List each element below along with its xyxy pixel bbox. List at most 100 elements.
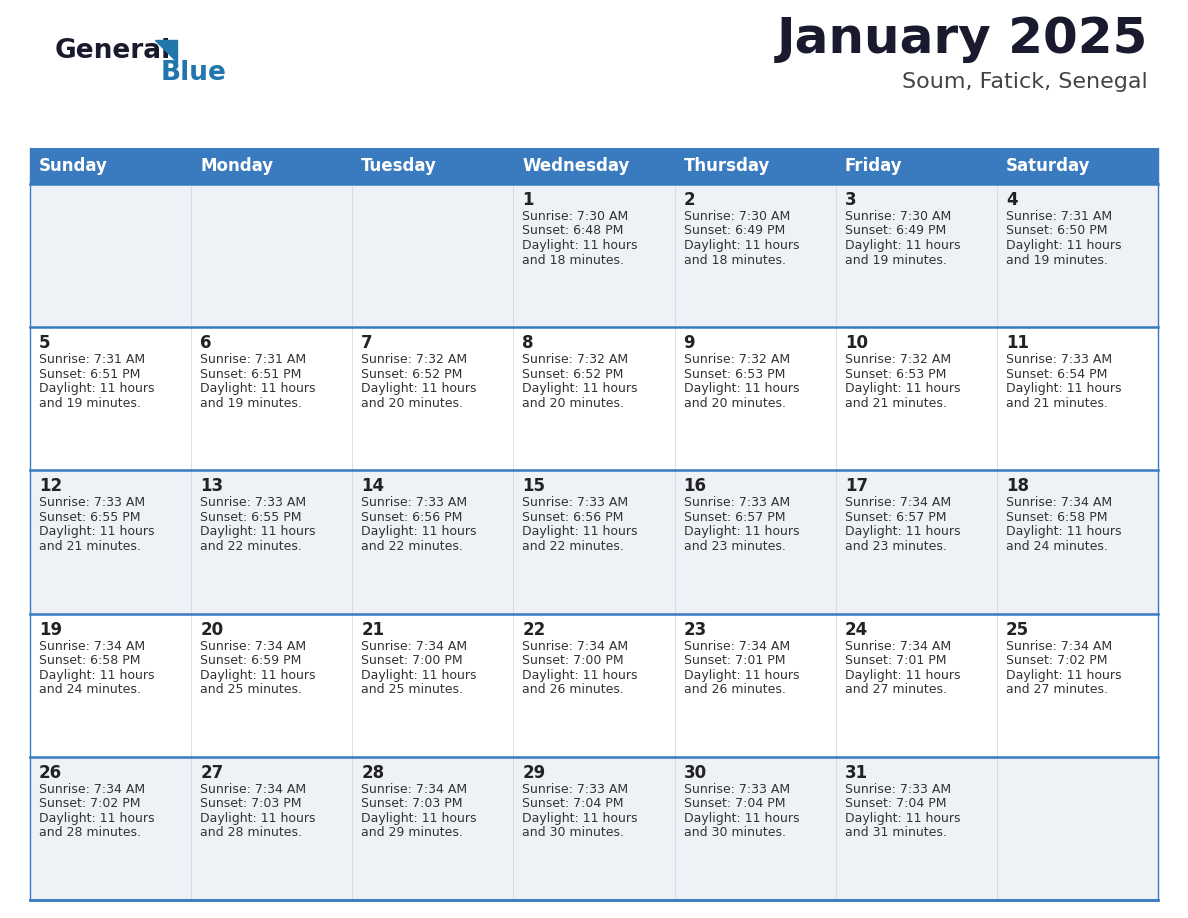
Text: and 18 minutes.: and 18 minutes. (683, 253, 785, 266)
Text: Sunset: 6:59 PM: Sunset: 6:59 PM (200, 655, 302, 667)
Text: Sunset: 7:03 PM: Sunset: 7:03 PM (361, 798, 463, 811)
Text: Sunset: 6:52 PM: Sunset: 6:52 PM (361, 368, 462, 381)
Text: Sunrise: 7:34 AM: Sunrise: 7:34 AM (361, 783, 467, 796)
Text: Monday: Monday (200, 157, 273, 175)
Text: and 27 minutes.: and 27 minutes. (845, 683, 947, 696)
Text: and 23 minutes.: and 23 minutes. (683, 540, 785, 553)
Text: Friday: Friday (845, 157, 903, 175)
Text: Blue: Blue (162, 60, 227, 86)
Text: Sunrise: 7:31 AM: Sunrise: 7:31 AM (39, 353, 145, 366)
Text: Daylight: 11 hours: Daylight: 11 hours (683, 668, 800, 681)
Text: and 24 minutes.: and 24 minutes. (1006, 540, 1107, 553)
Text: Sunset: 7:00 PM: Sunset: 7:00 PM (523, 655, 624, 667)
Text: Sunrise: 7:31 AM: Sunrise: 7:31 AM (1006, 210, 1112, 223)
Bar (30, 470, 1158, 613)
Text: Tuesday: Tuesday (361, 157, 437, 175)
Bar (191, 148, 353, 184)
Bar (30, 756, 1158, 900)
Text: and 19 minutes.: and 19 minutes. (1006, 253, 1107, 266)
Text: and 21 minutes.: and 21 minutes. (845, 397, 947, 409)
Text: 12: 12 (39, 477, 62, 496)
Text: Sunrise: 7:34 AM: Sunrise: 7:34 AM (39, 783, 145, 796)
Text: and 23 minutes.: and 23 minutes. (845, 540, 947, 553)
Text: Daylight: 11 hours: Daylight: 11 hours (845, 239, 960, 252)
Text: Sunset: 6:48 PM: Sunset: 6:48 PM (523, 225, 624, 238)
Text: and 21 minutes.: and 21 minutes. (39, 540, 141, 553)
Text: 9: 9 (683, 334, 695, 353)
Text: 11: 11 (1006, 334, 1029, 353)
Text: Sunrise: 7:33 AM: Sunrise: 7:33 AM (683, 497, 790, 509)
Text: and 22 minutes.: and 22 minutes. (200, 540, 302, 553)
Text: Sunrise: 7:34 AM: Sunrise: 7:34 AM (200, 783, 307, 796)
Text: 10: 10 (845, 334, 867, 353)
Text: Daylight: 11 hours: Daylight: 11 hours (845, 668, 960, 681)
Text: and 19 minutes.: and 19 minutes. (200, 397, 302, 409)
Text: and 29 minutes.: and 29 minutes. (361, 826, 463, 839)
Text: January 2025: January 2025 (777, 15, 1148, 63)
Text: Daylight: 11 hours: Daylight: 11 hours (523, 382, 638, 396)
Text: Sunset: 6:58 PM: Sunset: 6:58 PM (39, 655, 140, 667)
Text: Sunset: 6:49 PM: Sunset: 6:49 PM (845, 225, 946, 238)
Text: 20: 20 (200, 621, 223, 639)
Text: 5: 5 (39, 334, 51, 353)
Text: Sunrise: 7:30 AM: Sunrise: 7:30 AM (523, 210, 628, 223)
Text: Daylight: 11 hours: Daylight: 11 hours (361, 525, 476, 538)
Text: General: General (55, 38, 171, 64)
Text: Sunset: 7:04 PM: Sunset: 7:04 PM (845, 798, 946, 811)
Text: Saturday: Saturday (1006, 157, 1091, 175)
Text: Sunset: 6:55 PM: Sunset: 6:55 PM (39, 511, 140, 524)
Text: 1: 1 (523, 191, 533, 209)
Text: Sunrise: 7:31 AM: Sunrise: 7:31 AM (200, 353, 307, 366)
Text: Sunrise: 7:33 AM: Sunrise: 7:33 AM (361, 497, 467, 509)
Text: Sunset: 6:57 PM: Sunset: 6:57 PM (683, 511, 785, 524)
Bar (30, 148, 191, 184)
Text: 22: 22 (523, 621, 545, 639)
Bar (513, 148, 675, 184)
Text: and 26 minutes.: and 26 minutes. (683, 683, 785, 696)
Text: Sunrise: 7:32 AM: Sunrise: 7:32 AM (845, 353, 950, 366)
Text: and 20 minutes.: and 20 minutes. (361, 397, 463, 409)
Text: 3: 3 (845, 191, 857, 209)
Text: Sunrise: 7:32 AM: Sunrise: 7:32 AM (523, 353, 628, 366)
Text: 31: 31 (845, 764, 868, 782)
Text: Daylight: 11 hours: Daylight: 11 hours (845, 525, 960, 538)
Text: and 25 minutes.: and 25 minutes. (361, 683, 463, 696)
Text: 25: 25 (1006, 621, 1029, 639)
Text: Sunrise: 7:33 AM: Sunrise: 7:33 AM (523, 497, 628, 509)
Text: and 24 minutes.: and 24 minutes. (39, 683, 141, 696)
Text: Sunset: 6:56 PM: Sunset: 6:56 PM (361, 511, 462, 524)
Text: 17: 17 (845, 477, 868, 496)
Text: Daylight: 11 hours: Daylight: 11 hours (200, 525, 316, 538)
Text: Daylight: 11 hours: Daylight: 11 hours (845, 812, 960, 824)
Bar (30, 327, 1158, 470)
Text: and 19 minutes.: and 19 minutes. (845, 253, 947, 266)
Text: and 28 minutes.: and 28 minutes. (200, 826, 302, 839)
Bar (997, 148, 1158, 184)
Text: Daylight: 11 hours: Daylight: 11 hours (683, 525, 800, 538)
Text: and 20 minutes.: and 20 minutes. (683, 397, 785, 409)
Text: 8: 8 (523, 334, 533, 353)
Text: Sunrise: 7:34 AM: Sunrise: 7:34 AM (1006, 640, 1112, 653)
Text: Sunrise: 7:30 AM: Sunrise: 7:30 AM (683, 210, 790, 223)
Text: Sunset: 6:58 PM: Sunset: 6:58 PM (1006, 511, 1107, 524)
Text: 19: 19 (39, 621, 62, 639)
Text: Sunrise: 7:34 AM: Sunrise: 7:34 AM (200, 640, 307, 653)
Text: and 27 minutes.: and 27 minutes. (1006, 683, 1108, 696)
Text: Sunset: 7:01 PM: Sunset: 7:01 PM (683, 655, 785, 667)
Text: Daylight: 11 hours: Daylight: 11 hours (845, 382, 960, 396)
Bar (835, 148, 997, 184)
Text: 15: 15 (523, 477, 545, 496)
Text: Daylight: 11 hours: Daylight: 11 hours (523, 525, 638, 538)
Text: and 22 minutes.: and 22 minutes. (523, 540, 625, 553)
Text: and 25 minutes.: and 25 minutes. (200, 683, 302, 696)
Text: 24: 24 (845, 621, 868, 639)
Text: Daylight: 11 hours: Daylight: 11 hours (200, 812, 316, 824)
Text: Sunrise: 7:32 AM: Sunrise: 7:32 AM (683, 353, 790, 366)
Polygon shape (154, 40, 177, 62)
Text: Sunset: 7:02 PM: Sunset: 7:02 PM (1006, 655, 1107, 667)
Text: 18: 18 (1006, 477, 1029, 496)
Text: and 28 minutes.: and 28 minutes. (39, 826, 141, 839)
Text: Sunrise: 7:30 AM: Sunrise: 7:30 AM (845, 210, 950, 223)
Text: Sunset: 7:01 PM: Sunset: 7:01 PM (845, 655, 946, 667)
Text: Sunset: 6:56 PM: Sunset: 6:56 PM (523, 511, 624, 524)
